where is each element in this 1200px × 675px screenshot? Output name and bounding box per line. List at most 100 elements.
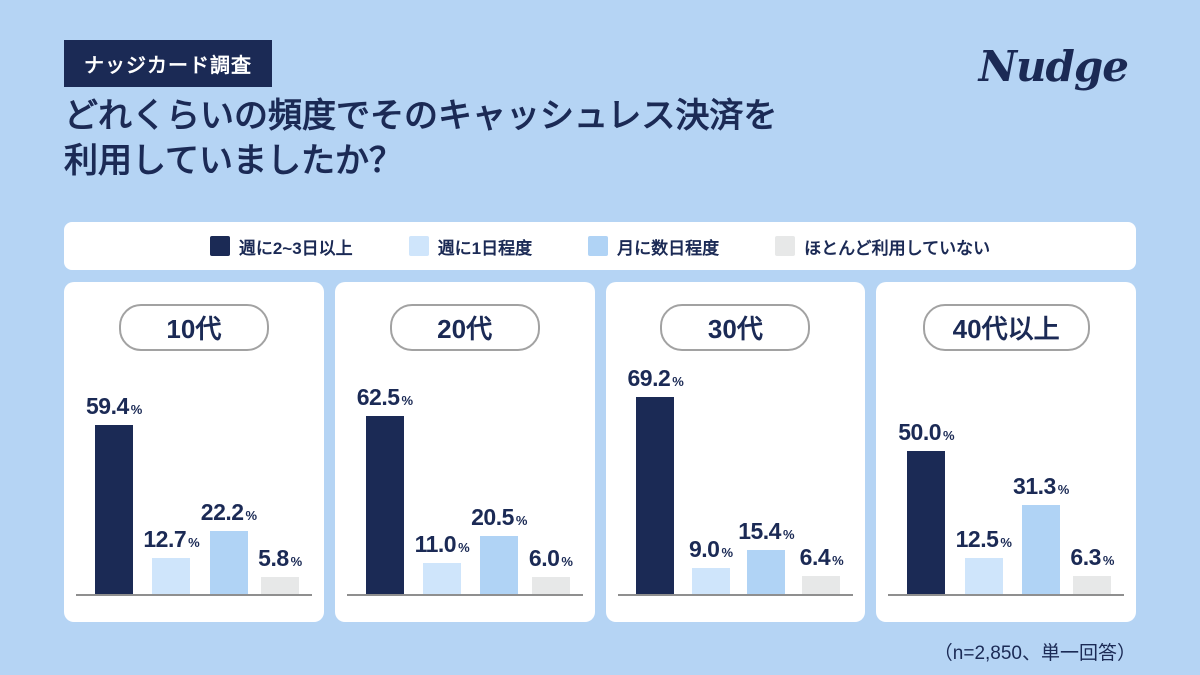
- sample-size-note: （n=2,850、単一回答）: [933, 643, 1136, 664]
- legend-swatch: [588, 236, 609, 256]
- bar-group: 6.4%: [800, 544, 844, 594]
- bar-value-number: 12.5: [955, 526, 999, 552]
- chart-panels: 10代 59.4% 12.7% 22.2% 5.8% 20代 62.5% 11.0% 20.5%…: [64, 282, 1136, 622]
- survey-badge: ナッジカード調査: [64, 40, 272, 87]
- bar: [907, 451, 946, 594]
- percent-sign: %: [782, 527, 795, 542]
- bar-value-label: 6.4%: [800, 544, 844, 571]
- age-group-pill: 20代: [389, 304, 540, 351]
- percent-sign: %: [458, 540, 470, 555]
- percent-sign: %: [1102, 553, 1115, 568]
- bar-group: 20.5%: [471, 504, 527, 594]
- page-title-line1: どれくらいの頻度でそのキャッシュレス決済を: [64, 97, 778, 135]
- bar-value-label: 12.5%: [956, 526, 1012, 553]
- bar-group: 9.0%: [689, 536, 733, 594]
- page-title: どれくらいの頻度でそのキャッシュレス決済を 利用していましたか？: [64, 94, 777, 184]
- bar-value-number: 12.7: [143, 526, 187, 552]
- bar-group: 15.4%: [738, 518, 795, 594]
- bar-value-label: 11.0%: [415, 531, 470, 558]
- legend-item: 週に1日程度: [408, 234, 533, 259]
- legend-swatch: [775, 236, 796, 256]
- bar-group: 12.5%: [956, 526, 1012, 594]
- age-group-pill: 40代以上: [922, 304, 1090, 351]
- bar-value-label: 62.5%: [357, 384, 413, 411]
- bar: [365, 416, 404, 594]
- bar-value-label: 31.3%: [1013, 473, 1069, 500]
- bar-group: 6.3%: [1070, 544, 1114, 594]
- bar: [1073, 576, 1112, 594]
- legend-item: ほとんど利用していない: [775, 234, 990, 259]
- bar-value-label: 50.0%: [898, 419, 954, 446]
- bar-value-label: 59.4%: [86, 393, 142, 420]
- bar-value-label: 5.8%: [258, 545, 302, 572]
- bar-value-number: 6.0: [528, 545, 560, 571]
- age-panel: 20代 62.5% 11.0% 20.5% 6.0%: [334, 282, 595, 622]
- age-panel: 10代 59.4% 12.7% 22.2% 5.8%: [64, 282, 324, 622]
- bar-value-label: 6.0%: [529, 545, 573, 572]
- percent-sign: %: [401, 393, 414, 408]
- bar-group: 12.7%: [143, 526, 200, 594]
- bar-chart: 50.0% 12.5% 31.3% 6.3%: [888, 362, 1124, 596]
- bar-value-number: 15.4: [738, 518, 781, 544]
- bar-value-number: 9.0: [688, 536, 720, 562]
- age-group-pill: 10代: [118, 304, 269, 351]
- bar-group: 6.0%: [529, 545, 573, 594]
- bar: [802, 576, 841, 594]
- bar-value-number: 50.0: [898, 419, 942, 445]
- bar-value-number: 69.2: [627, 365, 671, 391]
- bar: [1021, 505, 1060, 594]
- bar: [260, 577, 299, 594]
- bar-value-number: 62.5: [356, 384, 400, 410]
- bar-group: 31.3%: [1013, 473, 1069, 594]
- bar-value-label: 69.2%: [628, 365, 684, 392]
- bar-group: 11.0%: [415, 531, 470, 594]
- percent-sign: %: [1057, 482, 1070, 497]
- bar-value-label: 9.0%: [689, 536, 733, 563]
- legend-label: 月に数日程度: [617, 238, 720, 258]
- percent-sign: %: [721, 545, 733, 560]
- percent-sign: %: [290, 554, 303, 569]
- bar: [964, 558, 1003, 594]
- legend-swatch: [209, 236, 230, 256]
- bar-value-label: 22.2%: [201, 499, 257, 526]
- age-group-pill: 30代: [660, 304, 811, 351]
- bar-value-label: 20.5%: [471, 504, 527, 531]
- bar-group: 62.5%: [357, 384, 413, 594]
- bar: [531, 577, 570, 594]
- nudge-logo: Nudge: [978, 42, 1129, 91]
- bar-value-label: 12.7%: [143, 526, 199, 553]
- age-panel: 40代以上 50.0% 12.5% 31.3% 6.3%: [876, 282, 1136, 622]
- percent-sign: %: [672, 374, 684, 389]
- legend-item: 週に2~3日以上: [209, 234, 353, 259]
- legend-label: 週に1日程度: [437, 238, 533, 258]
- legend-swatch: [408, 236, 429, 256]
- bar: [691, 568, 730, 594]
- percent-sign: %: [130, 402, 143, 417]
- bar: [209, 531, 248, 594]
- bar: [94, 425, 133, 594]
- percent-sign: %: [943, 428, 955, 443]
- bar-value-number: 31.3: [1013, 473, 1056, 499]
- percent-sign: %: [245, 508, 258, 523]
- bar-value-label: 15.4%: [738, 518, 794, 545]
- age-panel: 30代 69.2% 9.0% 15.4% 6.4%: [605, 282, 866, 622]
- percent-sign: %: [515, 513, 528, 528]
- bar: [152, 558, 191, 594]
- bar-value-number: 6.3: [1070, 544, 1101, 570]
- legend-label: ほとんど利用していない: [804, 238, 991, 258]
- bar-group: 22.2%: [201, 499, 257, 594]
- legend: 週に2~3日以上 週に1日程度 月に数日程度 ほとんど利用していない: [64, 222, 1136, 270]
- bar-group: 50.0%: [898, 419, 955, 594]
- percent-sign: %: [832, 553, 844, 568]
- bar-value-label: 6.3%: [1070, 544, 1114, 571]
- page-title-line2: 利用していましたか？: [64, 142, 403, 181]
- percent-sign: %: [561, 554, 573, 569]
- bar-group: 5.8%: [258, 545, 302, 594]
- bar-chart: 69.2% 9.0% 15.4% 6.4%: [617, 362, 854, 596]
- percent-sign: %: [1000, 535, 1012, 550]
- bar: [480, 536, 519, 594]
- bar-chart: 62.5% 11.0% 20.5% 6.0%: [346, 362, 583, 596]
- percent-sign: %: [188, 535, 200, 550]
- legend-item: 月に数日程度: [588, 234, 719, 259]
- bar-chart: 59.4% 12.7% 22.2% 5.8%: [76, 362, 312, 596]
